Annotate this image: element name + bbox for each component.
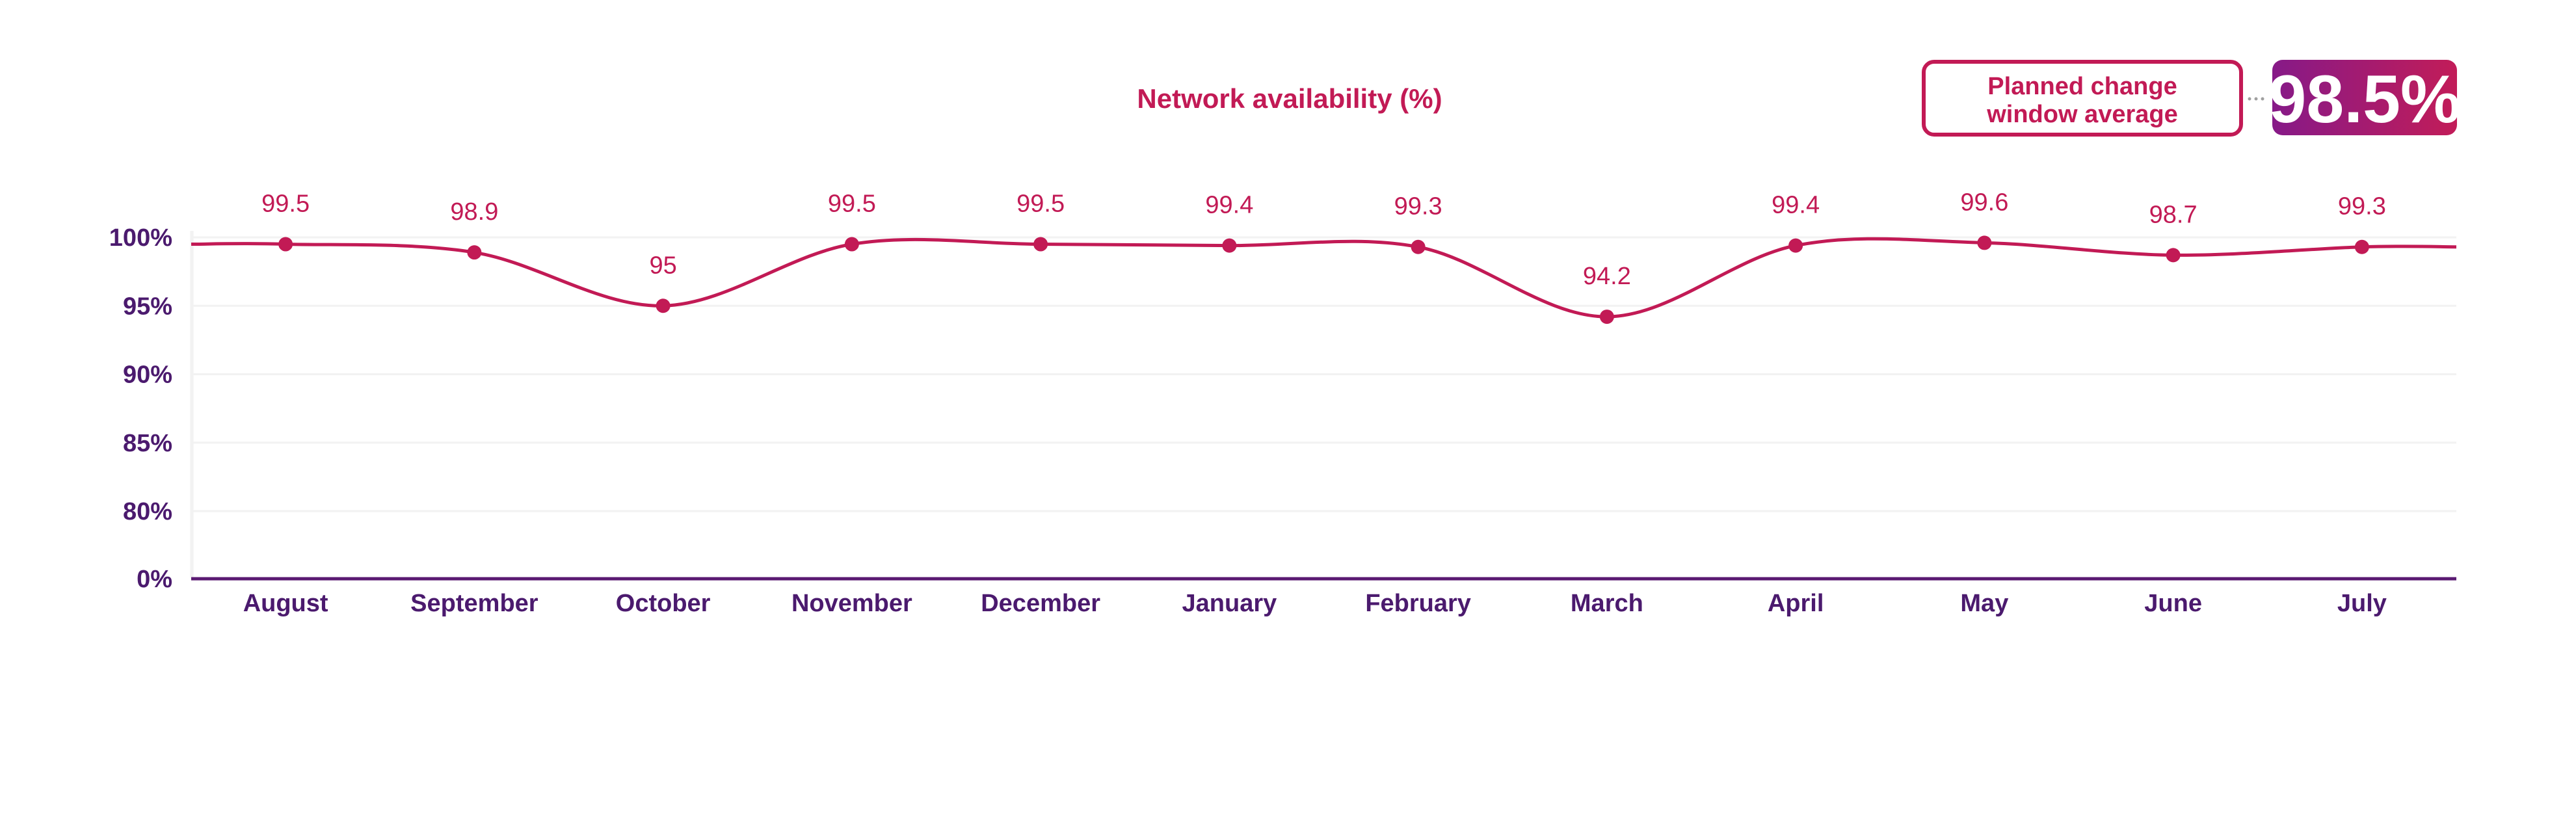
data-point bbox=[1411, 239, 1426, 254]
data-point bbox=[1977, 235, 1992, 250]
data-labels: 99.5 98.9 95 99.5 99.5 99.4 99.3 94.2 99.4 99.6 98… bbox=[261, 189, 2386, 290]
data-point bbox=[1033, 237, 1048, 252]
y-tick-label: 95% bbox=[123, 293, 172, 320]
data-label: 98.7 bbox=[2149, 201, 2198, 228]
data-point bbox=[467, 245, 482, 260]
x-tick-label: February bbox=[1365, 590, 1471, 617]
data-point bbox=[1788, 238, 1803, 253]
summary-label-line2: window average bbox=[1986, 101, 2178, 128]
x-tick-label: April bbox=[1768, 590, 1824, 617]
x-tick-label: June bbox=[2144, 590, 2202, 617]
y-axis-labels: 0% 80% 85% 90% 95% 100% bbox=[109, 224, 172, 593]
summary-value: 98.5% bbox=[2269, 62, 2461, 137]
series-line bbox=[191, 237, 2457, 319]
x-tick-label: November bbox=[791, 590, 912, 617]
x-axis-labels: August September October November December Ja… bbox=[243, 590, 2387, 617]
data-label: 98.9 bbox=[450, 198, 498, 226]
dotted-connector bbox=[2248, 97, 2264, 101]
x-tick-label: September bbox=[410, 590, 538, 617]
x-tick-label: May bbox=[1960, 590, 2008, 617]
x-tick-label: October bbox=[616, 590, 711, 617]
summary-value-badge bbox=[2272, 60, 2457, 135]
y-tick-label: 90% bbox=[123, 362, 172, 389]
y-tick-label: 0% bbox=[137, 566, 172, 593]
chart-title: Network availability (%) bbox=[1137, 83, 1442, 114]
summary-label-line1: Planned change bbox=[1987, 73, 2177, 100]
data-label: 99.4 bbox=[1772, 192, 1820, 219]
data-label: 99.5 bbox=[1016, 191, 1065, 218]
x-tick-label: July bbox=[2337, 590, 2387, 617]
data-label: 99.3 bbox=[2338, 193, 2386, 220]
data-point bbox=[1222, 238, 1237, 253]
data-point bbox=[2166, 248, 2181, 263]
y-tick-label: 100% bbox=[109, 224, 172, 252]
data-point bbox=[844, 237, 859, 252]
y-tick-label: 85% bbox=[123, 430, 172, 457]
data-label: 99.4 bbox=[1205, 192, 1253, 219]
gridlines bbox=[191, 236, 2456, 512]
y-tick-label: 80% bbox=[123, 498, 172, 525]
data-point bbox=[2354, 239, 2369, 254]
data-label: 94.2 bbox=[1583, 263, 1631, 290]
data-point bbox=[1599, 310, 1614, 324]
data-label: 99.5 bbox=[261, 191, 310, 218]
data-points bbox=[278, 235, 2369, 324]
x-tick-label: March bbox=[1571, 590, 1643, 617]
x-tick-label: December bbox=[981, 590, 1100, 617]
data-point bbox=[656, 298, 671, 313]
x-tick-label: January bbox=[1182, 590, 1277, 617]
data-label: 99.5 bbox=[828, 191, 876, 218]
x-tick-label: August bbox=[243, 590, 328, 617]
data-label: 99.6 bbox=[1960, 189, 2008, 216]
data-point bbox=[278, 237, 293, 252]
data-label: 99.3 bbox=[1394, 193, 1442, 220]
data-label: 95 bbox=[649, 252, 676, 279]
summary-legend: Planned change window average 98.5% bbox=[1922, 60, 2461, 137]
summary-label-box bbox=[1922, 60, 2243, 137]
